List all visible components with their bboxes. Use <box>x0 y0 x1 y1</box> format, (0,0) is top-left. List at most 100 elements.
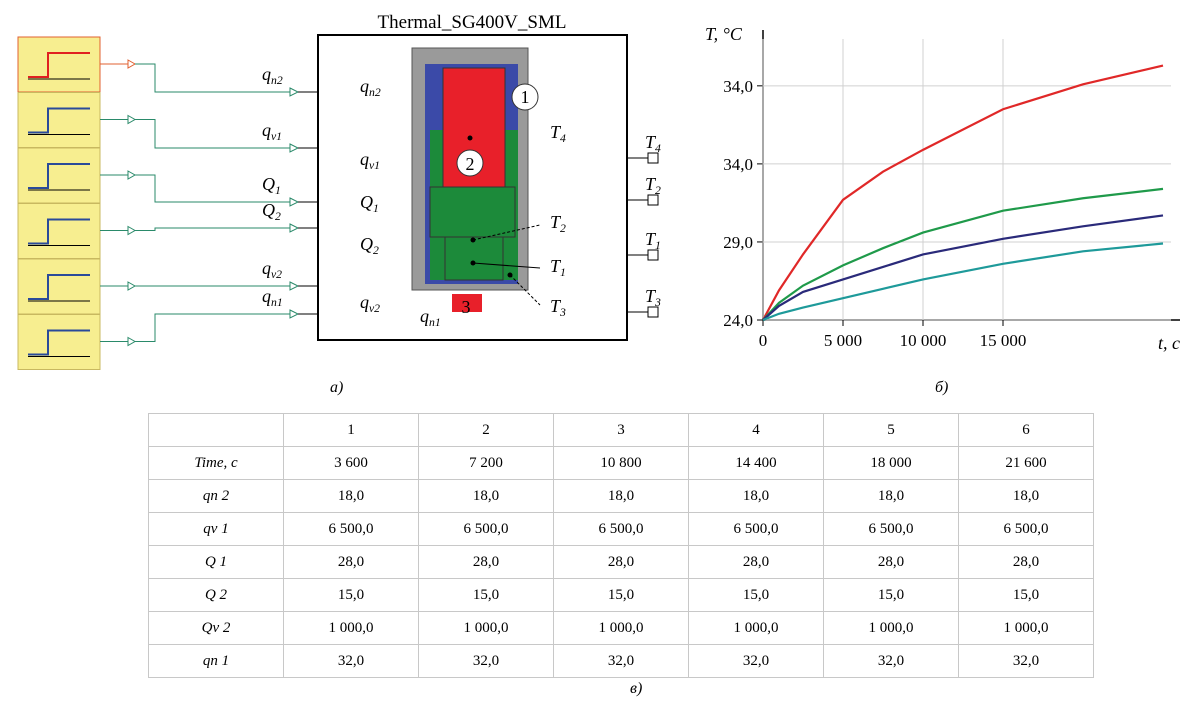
table-cell: 1 000,0 <box>553 611 689 645</box>
table-cell: 32,0 <box>283 644 419 678</box>
symbol-label: Q1 <box>360 192 379 215</box>
table-cell: 15,0 <box>958 578 1094 612</box>
symbol: T <box>645 174 657 194</box>
symbol-label: qv1 <box>360 149 380 172</box>
wire <box>135 313 290 342</box>
table-cell: 18,0 <box>823 479 959 513</box>
table-cell: 28,0 <box>418 545 554 579</box>
table-cell: Qv 2 <box>148 611 284 645</box>
table-cell: Q 1 <box>148 545 284 579</box>
table-cell: 2 <box>418 413 554 447</box>
table-row: Q 1 28,0 28,0 28,0 28,0 28,0 28,0 <box>148 545 1094 579</box>
table-cell: 18,0 <box>283 479 419 513</box>
symbol: q <box>360 292 369 312</box>
symbol: q <box>262 286 271 306</box>
port <box>289 143 300 153</box>
port <box>127 59 137 69</box>
table-cell: 6 500,0 <box>283 512 419 546</box>
subscript: 2 <box>373 244 379 257</box>
figure: Thermal_SG400V_SML T, °C t, c а) б) qn2q… <box>17 12 1180 396</box>
symbol: q <box>420 306 429 326</box>
wire <box>135 119 290 149</box>
table-cell: qn 1 <box>148 644 284 678</box>
out-port <box>647 194 659 206</box>
step-source <box>17 314 101 370</box>
symbol: q <box>262 258 271 278</box>
series-line <box>762 214 1164 321</box>
subscript: v2 <box>271 268 282 281</box>
subscript: 1 <box>275 184 281 197</box>
table-row: qn 2 18,0 18,0 18,0 18,0 18,0 18,0 <box>148 479 1094 513</box>
subscript: 1 <box>373 202 379 215</box>
symbol-label: qn2 <box>360 76 381 99</box>
table-cell: 1 <box>283 413 419 447</box>
series-line <box>762 64 1164 321</box>
step-icon <box>28 218 90 245</box>
symbol: T <box>550 296 562 316</box>
table-cell: 6 <box>958 413 1094 447</box>
table-cell: qv 1 <box>148 512 284 546</box>
x-axis-label: t, c <box>1158 333 1180 353</box>
table-cell: 21 600 <box>958 446 1094 480</box>
table-cell: 28,0 <box>688 545 824 579</box>
table-cell: 15,0 <box>688 578 824 612</box>
symbol: T <box>645 132 657 152</box>
table-cell: 28,0 <box>958 545 1094 579</box>
marker-number: 2 <box>466 154 475 174</box>
out-port <box>647 306 659 318</box>
caption: б) <box>935 379 948 396</box>
symbol: Q <box>262 174 275 194</box>
symbol: q <box>262 120 271 140</box>
table-cell: 32,0 <box>823 644 959 678</box>
symbol: q <box>262 64 271 84</box>
symbol: T <box>550 122 562 142</box>
symbol-label: qv1 <box>262 120 282 143</box>
port <box>289 87 300 97</box>
table-cell: 7 200 <box>418 446 554 480</box>
table-cell: 6 500,0 <box>688 512 824 546</box>
port <box>289 309 300 319</box>
symbol-label: Q1 <box>262 174 281 197</box>
table-row: Q 2 15,0 15,0 15,0 15,0 15,0 15,0 <box>148 578 1094 612</box>
table-cell: 15,0 <box>823 578 959 612</box>
subscript: 1 <box>560 266 566 279</box>
table-cell: 28,0 <box>553 545 689 579</box>
caption: а) <box>330 379 343 396</box>
port <box>289 197 300 207</box>
step-icon <box>28 163 90 189</box>
subscript: 2 <box>655 184 661 197</box>
x-tick-label: 0 <box>759 331 768 350</box>
table-cell: 18 000 <box>823 446 959 480</box>
symbol-label: qv2 <box>360 292 380 315</box>
symbol-label: T4 <box>550 122 566 145</box>
subscript: 1 <box>655 239 661 252</box>
caption: в) <box>630 680 643 697</box>
subscript: n1 <box>429 316 441 329</box>
table-cell: 15,0 <box>553 578 689 612</box>
y-tick-label: 34,0 <box>723 155 753 174</box>
y-tick-label: 29,0 <box>723 233 753 252</box>
block-title: Thermal_SG400V_SML <box>378 12 567 33</box>
x-tick-label: 15 000 <box>980 331 1027 350</box>
table-cell: 32,0 <box>958 644 1094 678</box>
symbol-label: qn2 <box>262 64 283 87</box>
table-cell: 1 000,0 <box>688 611 824 645</box>
table-cell: 15,0 <box>283 578 419 612</box>
symbol: Q <box>262 200 275 220</box>
subscript: v1 <box>369 159 380 172</box>
symbol: T <box>645 286 657 306</box>
step-source <box>17 36 101 93</box>
step-source <box>17 203 101 259</box>
subscript: n2 <box>369 86 381 99</box>
y-tick-label: 24,0 <box>723 311 753 330</box>
marker-number: 1 <box>521 87 530 107</box>
symbol: T <box>550 256 562 276</box>
port <box>127 170 137 180</box>
table-cell: 28,0 <box>823 545 959 579</box>
series-line <box>762 242 1164 322</box>
symbol-label: T3 <box>645 286 661 309</box>
table-cell: 6 500,0 <box>823 512 959 546</box>
